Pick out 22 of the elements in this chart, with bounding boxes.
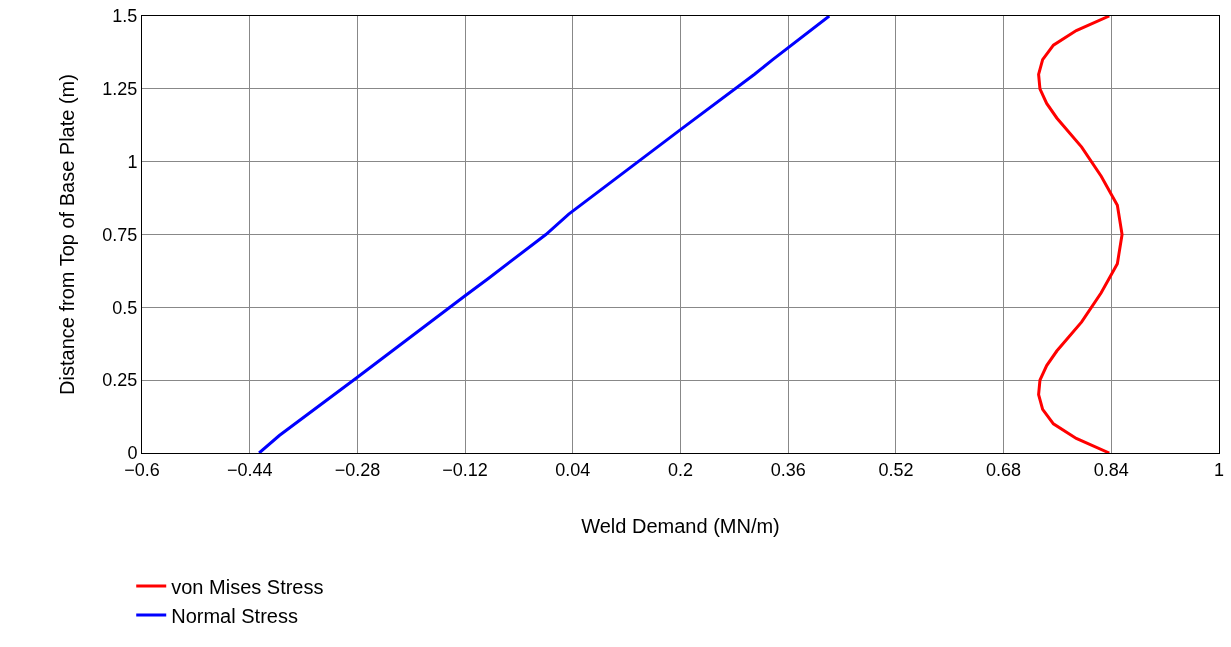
x-axis-title: Weld Demand (MN/m) — [581, 515, 780, 538]
x-tick-label: −0.28 — [334, 459, 381, 480]
y-axis-title: Distance from Top of Base Plate (m) — [55, 74, 78, 395]
x-tick-label: 0.2 — [667, 459, 694, 480]
y-tick-label: 0.75 — [102, 224, 138, 245]
x-tick-label: 1 — [1213, 459, 1225, 480]
legend-label: von Mises Stress — [171, 575, 324, 598]
x-tick-label: −0.12 — [442, 459, 488, 480]
y-tick-label: 0.5 — [112, 297, 138, 318]
y-tick-label: 0.25 — [102, 370, 138, 391]
x-tick-label: 0.84 — [1093, 459, 1129, 480]
line-series — [1037, 16, 1124, 453]
x-tick-label: 0.04 — [555, 459, 591, 480]
y-tick-label: 1.5 — [112, 6, 138, 27]
y-tick-label: 1 — [127, 151, 138, 172]
y-tick-label: 1.25 — [102, 79, 138, 100]
x-tick-label: 0.52 — [878, 459, 914, 480]
legend-label: Normal Stress — [171, 604, 298, 627]
x-tick-label: −0.44 — [226, 459, 273, 480]
line-series — [257, 16, 831, 453]
x-tick-label: 0.68 — [986, 459, 1022, 480]
x-tick-label: 0.36 — [770, 459, 806, 480]
